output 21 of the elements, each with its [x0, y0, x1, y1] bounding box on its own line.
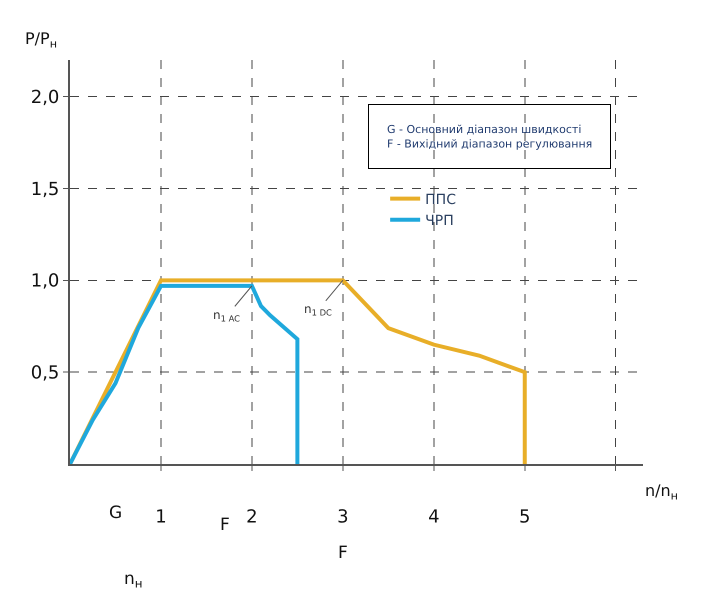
y-tick-label: 1,5: [30, 178, 60, 200]
x-tick-label: 2: [246, 506, 258, 528]
text: n$_{н}$: [124, 569, 143, 591]
text: G: [109, 503, 122, 523]
legend-label: ППС: [425, 192, 456, 208]
text: F: [220, 515, 230, 535]
y-tick-label: 2,0: [30, 87, 60, 108]
x-tick-label: 5: [519, 506, 530, 528]
annotation: n$_{1 DC}$: [304, 302, 332, 318]
x-tick-label: 4: [428, 506, 440, 528]
legend-label: ЧРП: [425, 213, 454, 230]
x-axis-title: n/n$_{н}$: [645, 481, 678, 502]
text: F: [338, 543, 348, 563]
x-tick-label: 1: [155, 506, 167, 528]
line-series: [70, 284, 300, 464]
annotation: n$_{1 AC}$: [213, 308, 240, 324]
y-tick-label: 0,5: [30, 362, 60, 384]
y-axis-title: P/P$_{н}$: [25, 29, 58, 50]
y-tick-label: 1,0: [30, 270, 60, 292]
annotation: G - Основний діапазон швидкості F - Вихідний діапазон регулювання: [387, 123, 592, 150]
x-tick-label: 3: [337, 506, 349, 528]
